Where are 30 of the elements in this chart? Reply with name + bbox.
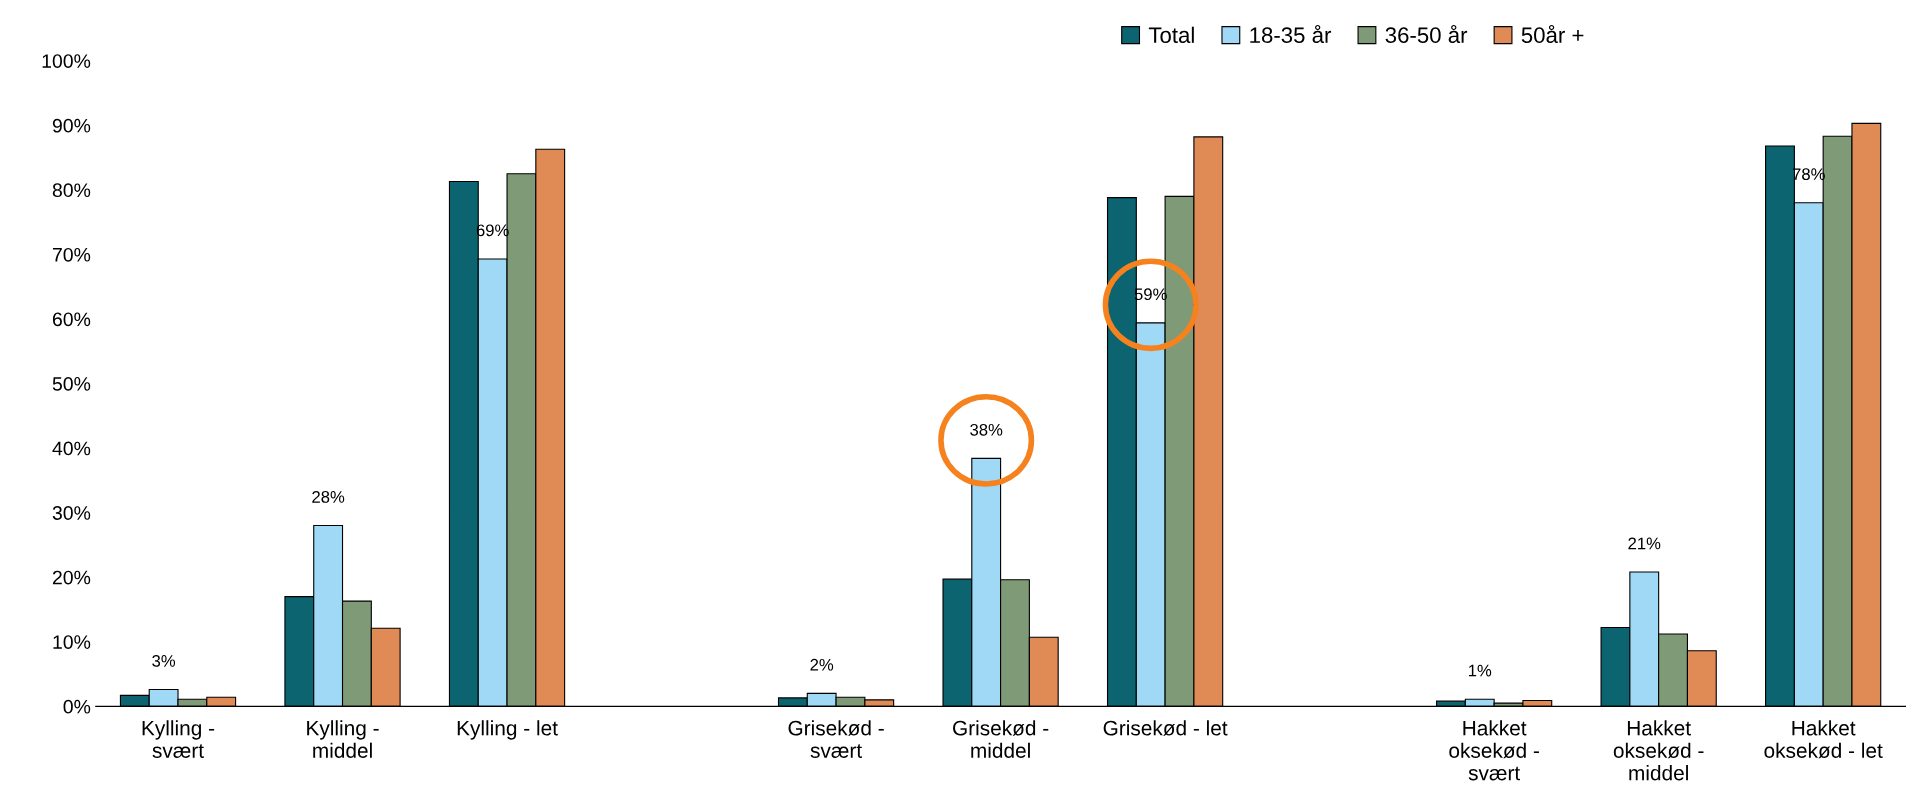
data-label: 28% — [312, 491, 345, 503]
y-tick-label: 40% — [52, 441, 91, 456]
y-tick-label: 70% — [52, 247, 91, 262]
legend-label: 50år + — [1521, 24, 1584, 44]
legend-label: 18-35 år — [1250, 24, 1332, 44]
x-tick-label: Hakket oksekød - svært — [1449, 720, 1539, 781]
legend-label: Total — [1148, 26, 1194, 44]
x-tick-label: Kylling - svært — [142, 720, 215, 758]
x-tick-label: Grisekød - middel — [953, 720, 1049, 758]
x-tick-label: Hakket oksekød - middel — [1613, 720, 1704, 781]
legend-label: 36-50 år — [1385, 24, 1468, 44]
y-tick-label: 30% — [52, 506, 91, 520]
y-tick-label: 50% — [52, 377, 91, 391]
x-tick-label: Grisekød - let — [1103, 720, 1228, 736]
y-tick-label: 60% — [52, 312, 91, 327]
data-label: 3% — [152, 654, 176, 667]
data-label: 38% — [970, 423, 1003, 436]
y-tick-label: 80% — [52, 183, 91, 198]
y-tick-label: 100% — [42, 54, 91, 68]
x-tick-label: Hakket oksekød - let — [1764, 720, 1883, 759]
data-label: 2% — [810, 658, 834, 671]
x-tick-label: Grisekød - svært — [788, 720, 884, 758]
y-tick-label: 90% — [52, 118, 91, 133]
x-tick-label: Kylling - middel — [307, 720, 379, 758]
data-label: 21% — [1628, 537, 1661, 550]
y-tick-label: 20% — [52, 570, 91, 585]
data-label: 1% — [1468, 664, 1492, 677]
y-tick-label: 0% — [63, 699, 91, 714]
y-tick-label: 10% — [53, 635, 91, 649]
x-tick-label: Kylling - let — [457, 720, 558, 740]
